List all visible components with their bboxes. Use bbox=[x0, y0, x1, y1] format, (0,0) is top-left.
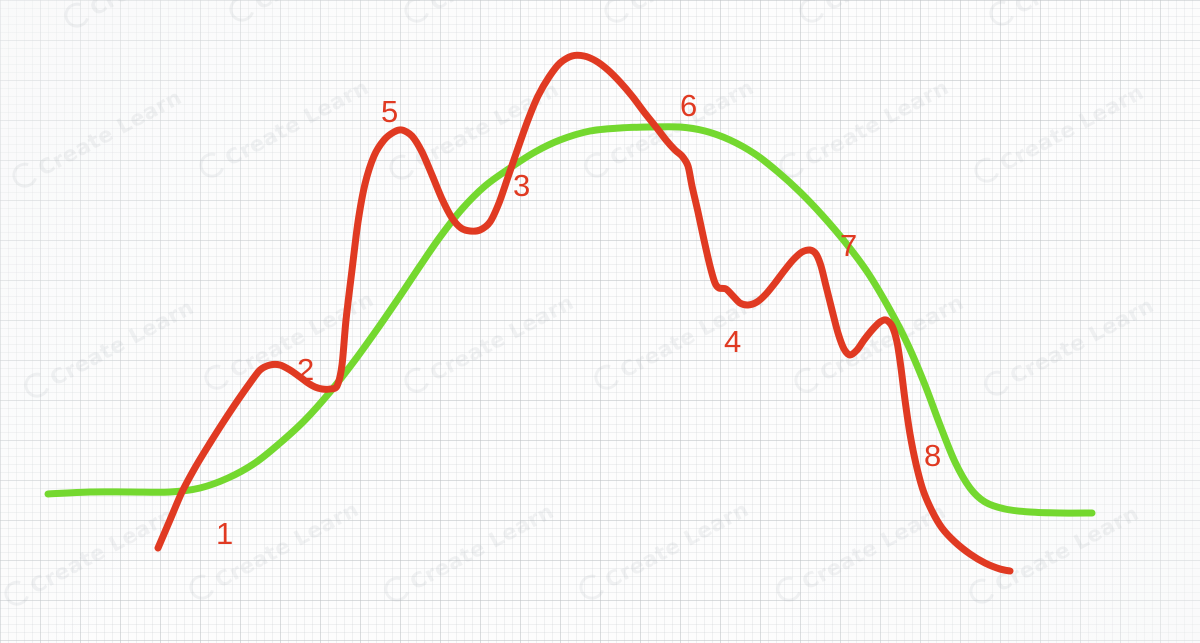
annotation-label-8: 8 bbox=[924, 438, 942, 473]
annotation-label-1: 1 bbox=[216, 516, 234, 551]
annotation-label-7: 7 bbox=[840, 228, 858, 263]
green-smooth-curve bbox=[44, 123, 1096, 517]
annotation-label-4: 4 bbox=[724, 324, 742, 359]
annotation-label-5: 5 bbox=[381, 94, 399, 129]
annotation-label-3: 3 bbox=[513, 168, 531, 203]
annotation-label-6: 6 bbox=[680, 88, 698, 123]
red-jagged-curve bbox=[154, 51, 1014, 575]
annotation-label-2: 2 bbox=[297, 352, 315, 387]
